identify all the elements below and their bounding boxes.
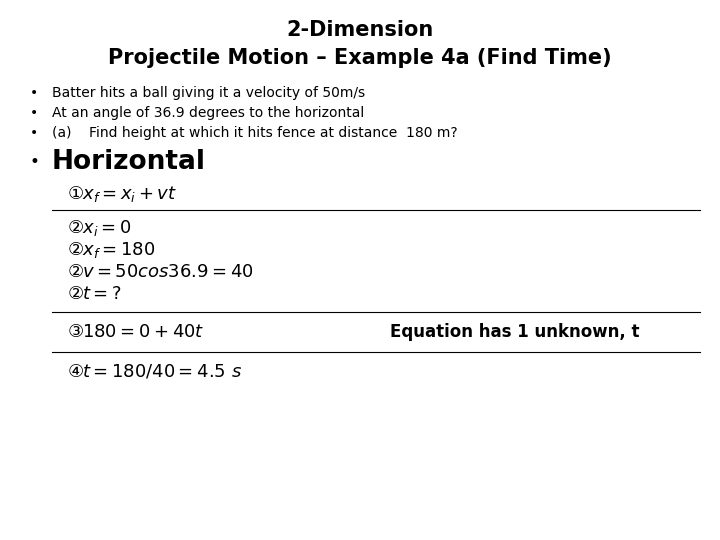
Text: $v = 50cos36.9 = 40$: $v = 50cos36.9 = 40$ bbox=[82, 263, 253, 281]
Text: Equation has 1 unknown, t: Equation has 1 unknown, t bbox=[390, 323, 639, 341]
Text: $180 = 0 + 40t$: $180 = 0 + 40t$ bbox=[82, 323, 204, 341]
Text: ③: ③ bbox=[68, 323, 84, 341]
Text: $t = 180 /  40 = 4.5\ s$: $t = 180 / 40 = 4.5\ s$ bbox=[82, 363, 242, 381]
Text: $x_f = x_i + vt$: $x_f = x_i + vt$ bbox=[82, 184, 177, 204]
Text: ①: ① bbox=[68, 185, 84, 203]
Text: $t = ?$: $t = ?$ bbox=[82, 285, 122, 303]
Text: $x_f = 180$: $x_f = 180$ bbox=[82, 240, 155, 260]
Text: At an angle of 36.9 degrees to the horizontal: At an angle of 36.9 degrees to the horiz… bbox=[52, 106, 364, 120]
Text: $x_i = 0$: $x_i = 0$ bbox=[82, 218, 131, 238]
Text: ②: ② bbox=[68, 241, 84, 259]
Text: (a)    Find height at which it hits fence at distance  180 m?: (a) Find height at which it hits fence a… bbox=[52, 126, 458, 140]
Text: ④: ④ bbox=[68, 363, 84, 381]
Text: •: • bbox=[30, 106, 38, 120]
Text: Batter hits a ball giving it a velocity of 50m/s: Batter hits a ball giving it a velocity … bbox=[52, 86, 365, 100]
Text: ②: ② bbox=[68, 219, 84, 237]
Text: 2-Dimension: 2-Dimension bbox=[287, 20, 433, 40]
Text: •: • bbox=[30, 153, 40, 171]
Text: •: • bbox=[30, 126, 38, 140]
Text: •: • bbox=[30, 86, 38, 100]
Text: ②: ② bbox=[68, 263, 84, 281]
Text: Horizontal: Horizontal bbox=[52, 149, 206, 175]
Text: Projectile Motion – Example 4a (Find Time): Projectile Motion – Example 4a (Find Tim… bbox=[108, 48, 612, 68]
Text: ②: ② bbox=[68, 285, 84, 303]
